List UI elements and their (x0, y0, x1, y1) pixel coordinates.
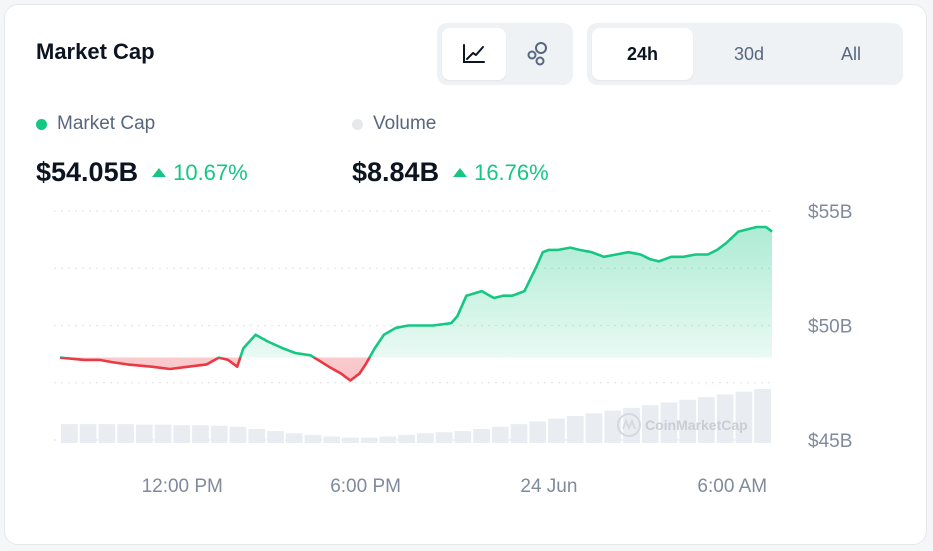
line-down-segment (59, 357, 371, 382)
watermark: CoinMarketCap (617, 413, 748, 437)
volume-bar (473, 428, 490, 443)
bubble-chart-icon (527, 42, 547, 66)
legend-market-cap-label: Market Cap (57, 113, 156, 134)
volume-bar (510, 424, 528, 443)
volume-bar (735, 391, 753, 443)
volume-bar (754, 389, 771, 443)
coinmarketcap-logo-mark (622, 418, 636, 431)
coinmarketcap-logo-icon (617, 413, 641, 437)
volume-bar (117, 424, 134, 443)
volume-bar (529, 421, 547, 443)
tab-24h[interactable]: 24h (592, 28, 693, 80)
volume-bar (267, 431, 284, 443)
y-tick-label: $55B (808, 202, 852, 223)
y-tick-label: $50B (808, 317, 852, 338)
legend-volume-label: Volume (373, 113, 437, 134)
volume-bar (604, 410, 622, 443)
volume-bar (173, 425, 191, 443)
chart-type-toggle (437, 23, 573, 85)
x-tick-label: 6:00 PM (330, 476, 401, 497)
area-above-baseline (240, 227, 772, 358)
market-cap-change-value: 10.67% (173, 159, 248, 185)
market-cap-value: $54.05B (36, 157, 139, 187)
tab-30d[interactable]: 30d (733, 43, 765, 64)
line-chart-icon (463, 44, 485, 63)
market-cap-line (59, 225, 773, 382)
volume-bar (98, 424, 116, 443)
tab-all[interactable]: All (840, 43, 861, 64)
market-cap-area (60, 227, 772, 381)
volume-change: 16.76% (453, 160, 549, 186)
volume-bar (210, 425, 228, 443)
legend-market-cap[interactable]: Market Cap (36, 113, 155, 135)
line-up-segment (60, 225, 773, 358)
legend-volume[interactable]: Volume (352, 113, 436, 135)
volume-bar (248, 428, 266, 443)
volume-bar (454, 431, 472, 443)
volume-bar (435, 432, 453, 443)
volume-bars (61, 389, 771, 443)
volume-bar (623, 407, 640, 443)
volume-bar (192, 425, 209, 443)
volume-bar (229, 426, 247, 443)
up-arrow-icon (152, 168, 167, 177)
volume-bar (679, 399, 697, 443)
watermark-text: CoinMarketCap (645, 417, 748, 433)
volume-bar (379, 436, 397, 443)
time-range-toggle: 24h 30d All (587, 23, 903, 85)
market-cap-chart[interactable]: $55B $50B $45B 12:00 PM 6:00 PM 24 Jun 6:00 A… (5, 5, 927, 545)
x-tick-label: 24 Jun (520, 476, 577, 497)
volume-bar (285, 433, 303, 443)
volume-bar (660, 402, 678, 443)
volume-dot (352, 118, 363, 130)
market-cap-dot (36, 118, 47, 130)
volume-bar (641, 405, 659, 443)
volume-bar (491, 426, 509, 443)
volume-bar (79, 424, 97, 443)
x-tick-label: 6:00 AM (697, 476, 767, 497)
volume-stat: $8.84B 16.76% (352, 157, 549, 188)
volume-change-value: 16.76% (474, 159, 549, 185)
volume-bar (154, 424, 172, 443)
market-cap-stat: $54.05B 10.67% (36, 157, 248, 188)
volume-bar (698, 397, 715, 443)
volume-bar (342, 437, 359, 443)
volume-bar (566, 416, 584, 443)
x-tick-label: 12:00 PM (142, 476, 223, 497)
volume-bar (135, 424, 153, 443)
y-axis-labels: $55B $50B $45B (808, 202, 852, 452)
volume-bar (548, 418, 565, 443)
up-arrow-icon (453, 168, 468, 177)
volume-value: $8.84B (352, 157, 440, 187)
x-axis-labels: 12:00 PM 6:00 PM 24 Jun 6:00 AM (142, 476, 768, 497)
volume-bar (716, 394, 734, 443)
market-cap-card: Market Cap 24h 30d All Market Cap Volume… (4, 4, 927, 545)
volume-bar (417, 433, 434, 443)
volume-bar (398, 434, 415, 443)
card-title: Market Cap (36, 39, 155, 64)
line-chart-button[interactable] (442, 28, 506, 80)
volume-bar (360, 437, 378, 443)
bubble-chart-button[interactable] (506, 28, 568, 80)
y-tick-label: $45B (808, 431, 852, 452)
volume-bar (323, 436, 341, 443)
market-cap-change: 10.67% (152, 160, 248, 186)
volume-bar (304, 434, 322, 443)
volume-bar (61, 424, 78, 443)
volume-bar (585, 413, 603, 443)
